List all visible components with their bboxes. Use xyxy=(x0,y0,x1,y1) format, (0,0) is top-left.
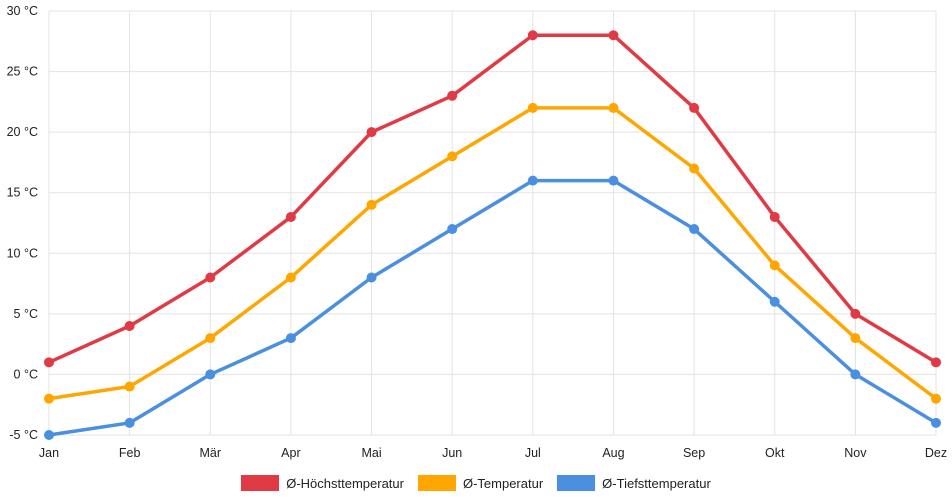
y-tick-label: 0 °C xyxy=(14,367,38,381)
x-tick-label: Aug xyxy=(602,446,624,460)
data-point-low[interactable] xyxy=(689,224,700,235)
legend-item-mean[interactable]: Ø-Temperatur xyxy=(417,475,544,491)
data-point-mean[interactable] xyxy=(689,163,700,174)
data-point-mean[interactable] xyxy=(608,102,619,113)
data-point-high[interactable] xyxy=(689,102,700,113)
data-point-high[interactable] xyxy=(205,272,216,283)
series-line-high xyxy=(47,33,938,365)
data-point-low[interactable] xyxy=(124,417,135,428)
x-tick-label: Mär xyxy=(200,446,222,460)
data-point-high[interactable] xyxy=(527,30,538,41)
series-points xyxy=(44,30,941,440)
data-point-mean[interactable] xyxy=(931,393,941,404)
series-line-low xyxy=(47,178,938,437)
data-point-mean[interactable] xyxy=(124,381,135,392)
chart-legend: Ø-Höchsttemperatur Ø-Temperatur Ø-Tiefst… xyxy=(0,470,952,496)
x-tick-label: Okt xyxy=(765,446,785,460)
y-tick-label: 10 °C xyxy=(7,246,38,260)
x-tick-label: Apr xyxy=(281,446,300,460)
series-lines xyxy=(47,33,938,437)
y-tick-label: 15 °C xyxy=(7,186,38,200)
series-line-mean xyxy=(47,106,938,401)
legend-label-mean: Ø-Temperatur xyxy=(462,475,544,491)
data-point-mean[interactable] xyxy=(366,199,377,210)
data-point-low[interactable] xyxy=(850,369,861,380)
legend-swatch-high xyxy=(241,475,280,491)
y-tick-label: 20 °C xyxy=(7,125,38,139)
x-tick-label: Feb xyxy=(119,446,141,460)
data-point-low[interactable] xyxy=(366,272,377,283)
data-point-low[interactable] xyxy=(205,369,216,380)
y-axis-tick-labels: -5 °C 0 °C 5 °C 10 °C 15 °C 20 °C 25 °C 30 °C xyxy=(7,4,38,442)
legend-item-high[interactable]: Ø-Höchsttemperatur xyxy=(241,475,404,491)
legend-swatch-mean xyxy=(417,475,456,491)
data-point-low[interactable] xyxy=(44,430,54,440)
data-point-mean[interactable] xyxy=(285,272,296,283)
data-point-mean[interactable] xyxy=(447,151,458,162)
legend-label-high: Ø-Höchsttemperatur xyxy=(286,475,404,491)
data-point-high[interactable] xyxy=(366,127,377,138)
data-point-high[interactable] xyxy=(931,357,941,368)
y-tick-label: 25 °C xyxy=(7,65,38,79)
data-point-high[interactable] xyxy=(608,30,619,41)
x-tick-label: Sep xyxy=(683,446,705,460)
data-point-high[interactable] xyxy=(850,308,861,319)
data-point-low[interactable] xyxy=(769,296,780,307)
data-point-low[interactable] xyxy=(447,224,458,235)
chart-grid xyxy=(48,10,937,436)
x-tick-label: Jul xyxy=(525,446,541,460)
data-point-mean[interactable] xyxy=(205,333,216,344)
legend-label-low: Ø-Tiefsttemperatur xyxy=(602,475,711,491)
legend-item-low[interactable]: Ø-Tiefsttemperatur xyxy=(557,475,711,491)
data-point-mean[interactable] xyxy=(769,260,780,271)
x-tick-label: Mai xyxy=(361,446,381,460)
x-axis-tick-labels: Jan Feb Mär Apr Mai Jun Jul Aug Sep Okt Nov Dez xyxy=(39,446,947,460)
data-point-low[interactable] xyxy=(931,417,941,428)
data-point-high[interactable] xyxy=(285,211,296,222)
data-point-high[interactable] xyxy=(124,320,135,331)
y-tick-label: 5 °C xyxy=(14,307,38,321)
x-tick-label: Nov xyxy=(844,446,867,460)
x-tick-label: Jan xyxy=(39,446,59,460)
x-tick-label: Jun xyxy=(442,446,462,460)
data-point-low[interactable] xyxy=(527,175,538,186)
legend-swatch-low xyxy=(557,475,596,491)
data-point-mean[interactable] xyxy=(850,333,861,344)
data-point-low[interactable] xyxy=(285,333,296,344)
data-point-mean[interactable] xyxy=(44,393,54,404)
y-tick-label: 30 °C xyxy=(7,4,38,18)
data-point-high[interactable] xyxy=(769,211,780,222)
data-point-high[interactable] xyxy=(447,90,458,101)
data-point-mean[interactable] xyxy=(527,102,538,113)
x-tick-label: Dez xyxy=(925,446,947,460)
data-point-low[interactable] xyxy=(608,175,619,186)
data-point-high[interactable] xyxy=(44,357,54,368)
y-tick-label: -5 °C xyxy=(9,428,38,442)
